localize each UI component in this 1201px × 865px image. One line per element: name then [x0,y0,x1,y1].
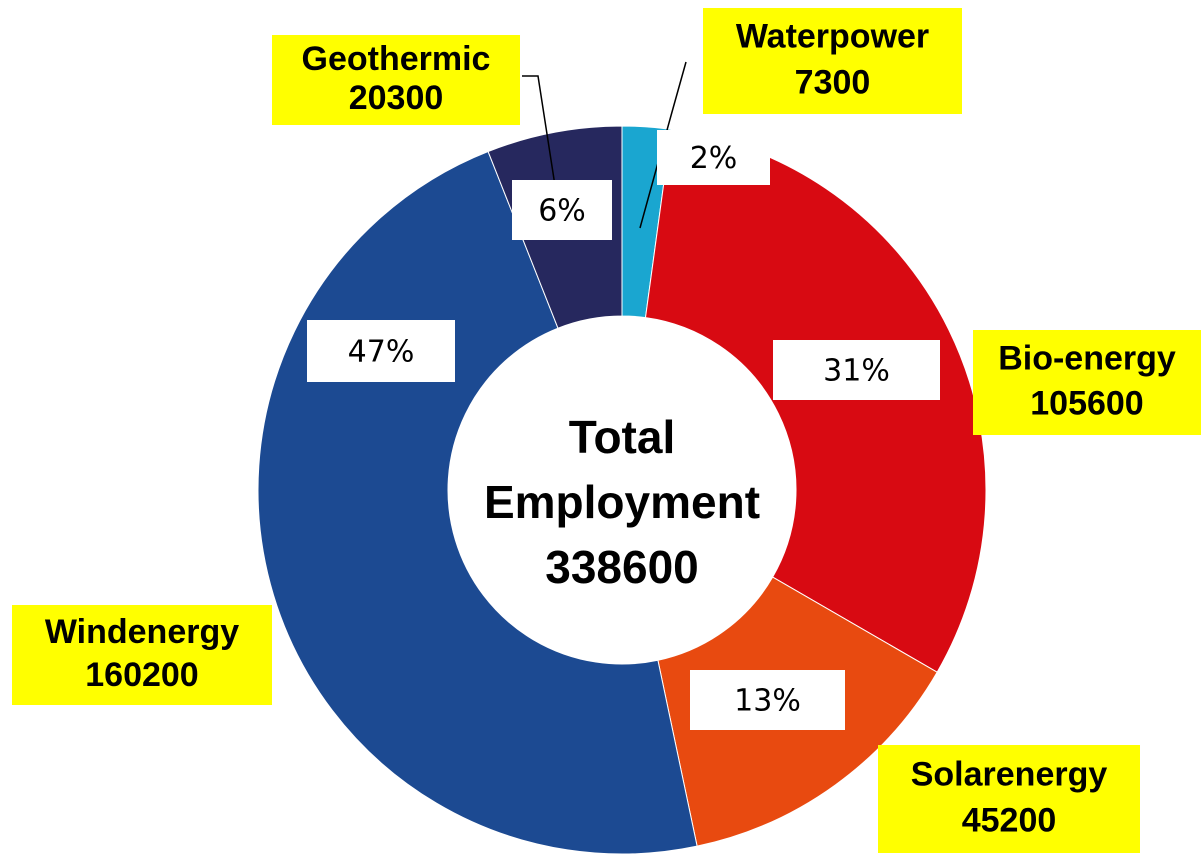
category-box [973,330,1201,435]
labels: 2% Waterpower 7300 31% Bio-energy 105600 13% So… [12,8,1201,853]
category-box [878,745,1140,853]
category-value: 160200 [85,656,198,694]
center-total: 338600 [545,541,699,593]
category-label: Waterpower [736,18,929,56]
percent-label: 13% [734,684,801,719]
percent-label: 47% [348,335,415,370]
donut-hole [448,316,796,664]
category-value: 7300 [795,63,871,101]
leader-line [522,75,559,206]
category-value: 20300 [349,79,444,117]
category-label: Solarenergy [911,755,1108,793]
percent-label: 6% [538,194,586,229]
center-label: Total [569,411,675,463]
category-label: Geothermic [302,40,491,78]
percent-box [773,340,940,400]
donut [257,125,987,855]
percent-box [690,670,845,730]
percent-box [512,180,612,240]
leader-line [639,61,687,229]
category-box [272,35,520,125]
percent-box [657,130,770,185]
percent-box [307,320,455,382]
center-label: Employment [484,476,760,528]
category-box [12,605,272,705]
category-value: 45200 [962,802,1057,840]
percent-label: 31% [823,354,890,389]
percent-label: 2% [690,141,738,176]
category-value: 105600 [1030,385,1143,423]
category-box [703,8,962,114]
category-label: Windenergy [45,613,239,651]
category-label: Bio-energy [998,339,1176,377]
